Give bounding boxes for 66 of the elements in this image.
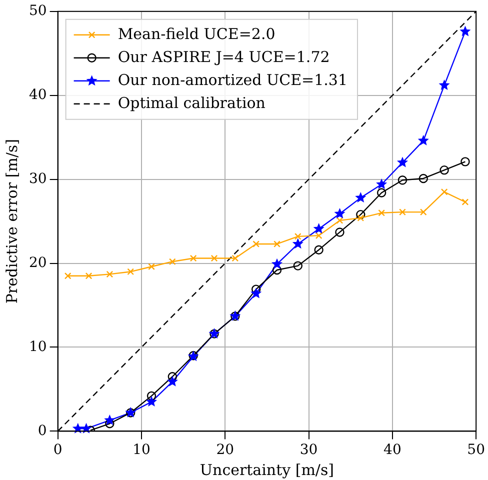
x-tick-label: 10: [132, 442, 150, 458]
point: [440, 165, 449, 175]
point: [460, 26, 470, 36]
point: [252, 240, 260, 248]
y-tick-label: 40: [28, 87, 47, 103]
point: [376, 179, 386, 188]
legend-label: Our ASPIRE J=4 UCE=1.72: [118, 48, 330, 66]
point: [272, 259, 282, 268]
x-tick-label: 20: [216, 442, 234, 458]
point: [104, 415, 114, 424]
point: [314, 224, 324, 233]
point: [335, 228, 344, 237]
point: [418, 174, 428, 184]
point: [460, 157, 470, 166]
point: [81, 424, 92, 433]
y-tick-label: 0: [38, 422, 47, 439]
point: [399, 208, 406, 216]
point: [127, 268, 134, 276]
point: [462, 198, 469, 206]
y-axis-title: Predictive error [m/s]: [2, 138, 21, 304]
point: [232, 254, 239, 262]
point: [420, 208, 427, 216]
point: [334, 208, 345, 218]
point: [398, 176, 408, 185]
point: [106, 270, 114, 278]
point: [146, 396, 156, 406]
point: [378, 209, 385, 216]
y-tick-label: 30: [28, 170, 47, 187]
point: [105, 419, 114, 428]
y-tick-label: 10: [28, 338, 47, 355]
point: [168, 258, 176, 266]
point: [314, 245, 324, 254]
point: [148, 263, 155, 270]
point: [315, 232, 322, 239]
point: [251, 288, 261, 298]
point: [190, 254, 197, 262]
point: [336, 217, 344, 224]
legend-label: Our non-amortized UCE=1.31: [118, 70, 348, 89]
point: [168, 372, 178, 382]
x-axis-title: Uncertainty [m/s]: [200, 460, 334, 479]
point: [293, 238, 303, 248]
x-tick-label: 0: [53, 442, 62, 458]
point: [440, 80, 450, 90]
point: [168, 376, 178, 386]
point: [357, 214, 364, 222]
point: [440, 188, 448, 196]
point: [85, 272, 92, 280]
legend-label: Mean-field UCE=2.0: [118, 24, 276, 43]
point: [356, 192, 366, 202]
x-tick-label: 40: [384, 442, 402, 458]
point: [293, 261, 303, 270]
point: [146, 391, 156, 401]
point: [274, 240, 280, 248]
point: [210, 254, 218, 262]
point: [376, 188, 386, 198]
x-tick-label: 50: [467, 442, 486, 458]
y-tick-label: 20: [28, 254, 47, 271]
point: [398, 158, 408, 167]
point: [64, 272, 72, 280]
point: [294, 232, 302, 240]
point: [418, 136, 428, 145]
x-tick-label: 30: [300, 442, 318, 458]
point: [272, 265, 282, 275]
y-tick-label: 50: [28, 3, 47, 20]
point: [356, 210, 366, 220]
legend-label: Optimal calibration: [118, 94, 266, 112]
